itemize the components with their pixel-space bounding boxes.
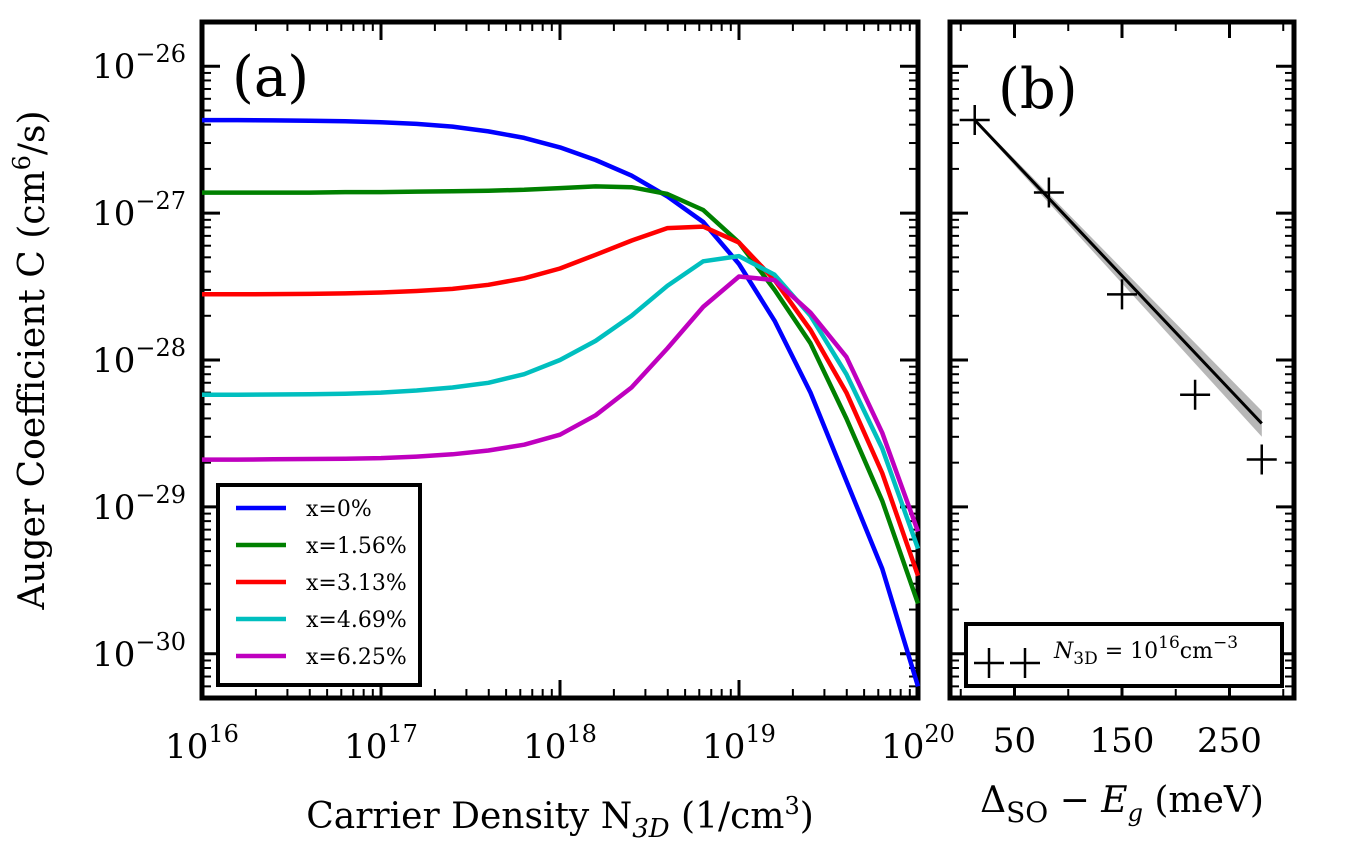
tick-exp: 19 xyxy=(745,720,776,748)
panel-b-fit xyxy=(973,118,1263,437)
x-title-unit-close: ) xyxy=(800,796,814,837)
panel-b-major-ticks xyxy=(950,22,1294,698)
y-title-main: Auger Coefficient C (cm xyxy=(12,170,53,610)
b-title-unit: (meV) xyxy=(1143,780,1264,821)
panel-a-series xyxy=(202,117,921,688)
panel-b: 50 150 250 (b) N3D = 1016cm−3 ΔSO − Eg (me… xyxy=(947,19,1297,829)
panel-b-legend-box xyxy=(964,622,1284,688)
y-title-close: /s) xyxy=(12,110,53,155)
series-line-1 xyxy=(202,117,921,688)
panel-a-y-axis-title: Auger Coefficient C (cm6/s) xyxy=(8,110,53,610)
b-title-sub: SO xyxy=(1006,796,1048,829)
y-tick-label: 10−30 xyxy=(92,628,186,675)
panel-b-points xyxy=(959,105,1277,475)
b-title-delta: Δ xyxy=(980,780,1006,821)
tick-exp: 18 xyxy=(566,720,597,748)
b-x-tick-label: 150 xyxy=(1090,721,1155,761)
tick-exp: −30 xyxy=(135,628,186,656)
data-point-3 xyxy=(1107,279,1137,310)
tick-exp: −29 xyxy=(135,481,186,509)
panel-b-legend: N3D = 1016cm−3 xyxy=(964,622,1284,688)
tick-base: 10 xyxy=(523,727,566,767)
panel-a: 1016 1017 1018 1019 1020 10−3010−2910−2810−2… xyxy=(8,19,955,842)
panel-b-legend-text: N3D = 1016cm−3 xyxy=(1053,633,1238,669)
x-title-main: Carrier Density N xyxy=(306,796,632,837)
tick-base: 10 xyxy=(92,635,135,675)
panel-b-minor-ticks xyxy=(950,22,1294,699)
panel-b-frame xyxy=(947,19,1297,701)
panel-a-legend: x=0% x=1.56% x=3.13% x=4.69% x=6.25% xyxy=(216,483,422,687)
y-tick-label: 10−28 xyxy=(92,334,186,381)
legend-label-4: x=4.69% xyxy=(306,608,407,633)
x-tick-label: 1016 xyxy=(165,720,239,767)
series-line-3 xyxy=(202,224,921,577)
tick-exp: −27 xyxy=(135,187,186,215)
legend-label-1: x=0% xyxy=(306,497,372,522)
tick-base: 10 xyxy=(92,194,135,234)
panel-a-minor-ticks xyxy=(202,22,918,699)
panel-a-legend-box xyxy=(216,483,422,687)
data-point-2 xyxy=(1033,177,1064,208)
series-line-5 xyxy=(202,274,921,533)
x-title-unit-sup: 3 xyxy=(784,792,799,820)
legend-n-sub: 3D xyxy=(1073,649,1097,669)
tick-exp: −28 xyxy=(135,334,186,362)
panel-b-x-tick-labels: 50 150 250 xyxy=(993,721,1262,761)
panel-b-legend-marker xyxy=(974,648,1040,678)
panel-b-x-axis-title: ΔSO − Eg (meV) xyxy=(980,780,1264,829)
tick-base: 10 xyxy=(165,727,208,767)
data-point-4 xyxy=(1180,379,1211,410)
panel-b-label: (b) xyxy=(998,57,1078,122)
legend-unit: cm xyxy=(1180,639,1213,664)
tick-base: 10 xyxy=(881,727,924,767)
legend-label-5: x=6.25% xyxy=(306,645,407,670)
b-x-tick-label: 50 xyxy=(993,721,1036,761)
tick-base: 10 xyxy=(344,727,387,767)
legend-label-3: x=3.13% xyxy=(306,571,407,596)
tick-base: 10 xyxy=(92,488,135,528)
y-tick-label: 10−26 xyxy=(92,40,186,87)
b-title-var: E xyxy=(1100,780,1127,821)
tick-exp: −26 xyxy=(135,40,186,68)
x-title-unit-open: (1/cm xyxy=(670,796,785,837)
legend-exp: 16 xyxy=(1158,633,1180,653)
x-title-sub: 3D xyxy=(632,814,670,842)
data-point-5 xyxy=(1246,444,1277,475)
tick-base: 10 xyxy=(92,47,135,87)
panel-a-legend-items: x=0% x=1.56% x=3.13% x=4.69% x=6.25% xyxy=(236,497,407,670)
b-x-tick-label: 250 xyxy=(1197,721,1262,761)
legend-label-2: x=1.56% xyxy=(306,534,407,559)
panel-a-x-tick-labels: 1016 1017 1018 1019 1020 xyxy=(165,720,955,767)
y-tick-label: 10−27 xyxy=(92,187,186,234)
x-tick-label: 1017 xyxy=(344,720,418,767)
x-tick-label: 1020 xyxy=(881,720,955,767)
x-tick-label: 1018 xyxy=(523,720,597,767)
legend-n: N xyxy=(1053,639,1074,664)
y-title-sup: 6 xyxy=(8,155,36,170)
tick-exp: 20 xyxy=(924,720,955,748)
y-tick-label: 10−29 xyxy=(92,481,186,528)
series-line-2 xyxy=(202,184,921,605)
tick-exp: 17 xyxy=(387,720,418,748)
b-title-minus: − xyxy=(1048,780,1101,821)
legend-equals: = 10 xyxy=(1098,639,1158,664)
x-tick-label: 1019 xyxy=(702,720,776,767)
tick-exp: 16 xyxy=(208,720,239,748)
data-point-1 xyxy=(959,105,990,136)
tick-base: 10 xyxy=(702,727,745,767)
fit-line xyxy=(973,119,1263,425)
panel-a-x-axis-title: Carrier Density N3D (1/cm3) xyxy=(306,792,814,842)
panel-a-label: (a) xyxy=(232,45,309,110)
legend-unit-exp: −3 xyxy=(1213,633,1238,653)
b-title-var-sub: g xyxy=(1128,799,1143,827)
tick-base: 10 xyxy=(92,341,135,381)
fit-confidence-band xyxy=(974,118,1262,437)
